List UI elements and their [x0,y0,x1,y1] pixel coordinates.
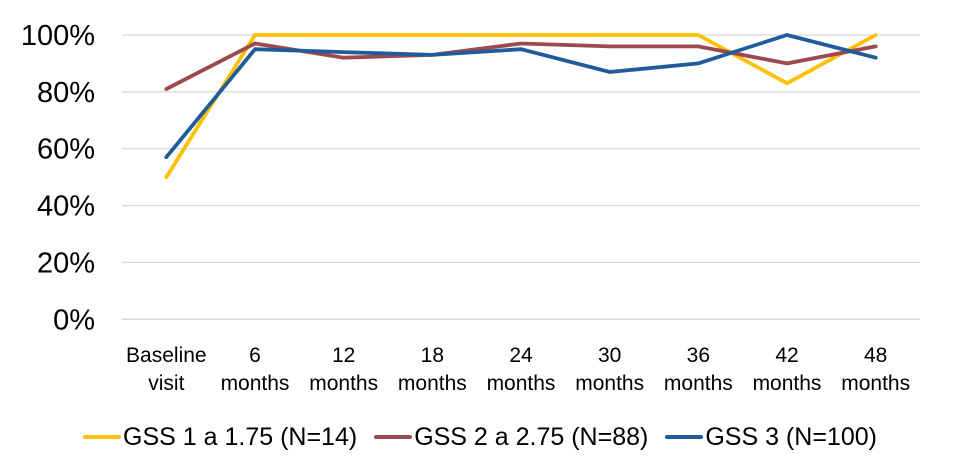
y-tick-label: 100% [21,20,95,52]
legend-item-gss2: GSS 2 a 2.75 (N=88) [374,423,648,452]
x-tick-label: 24 [509,344,533,367]
y-tick-label: 80% [37,77,95,109]
x-tick-label: months [221,372,290,395]
legend-line-marker-icon [83,435,122,439]
y-tick-label: 40% [37,191,95,223]
x-tick-label: months [398,372,467,395]
series-line-3 [164,33,878,160]
x-tick-label: 12 [332,344,355,367]
x-tick-label: months [575,372,644,395]
legend-label-gss2: GSS 2 a 2.75 (N=88) [414,422,649,451]
legend: GSS 1 a 1.75 (N=14) GSS 2 a 2.75 (N=88) … [0,414,960,460]
x-tick-label: Baseline [126,344,207,367]
x-tick-label: 42 [775,344,798,367]
x-tick-label: months [487,372,556,395]
legend-item-gss3: GSS 3 (N=100) [665,423,877,452]
legend-line-marker-icon [374,435,413,439]
series-line-2 [164,41,878,91]
plot-area: 0% 20% 40% 60% 80% 100% Baseline visit 6 months 12… [21,20,920,395]
x-tick-label: 48 [864,344,887,367]
x-tick-label: 36 [687,344,710,367]
y-tick-label: 20% [37,247,95,279]
y-tick-label: 0% [53,304,95,336]
x-tick-label: months [753,372,822,395]
series-line-1 [164,33,878,180]
x-tick-label: visit [148,372,184,395]
legend-label-gss3: GSS 3 (N=100) [705,422,877,451]
x-tick-label: months [664,372,733,395]
x-tick-label: 30 [598,344,621,367]
legend-line-marker-icon [665,435,704,439]
x-tick-label: months [309,372,378,395]
y-tick-label: 60% [37,134,95,166]
legend-item-gss1: GSS 1 a 1.75 (N=14) [83,423,357,452]
x-tick-label: months [841,372,910,395]
x-tick-label: 18 [421,344,444,367]
legend-label-gss1: GSS 1 a 1.75 (N=14) [123,422,358,451]
x-tick-label: 6 [249,344,261,367]
